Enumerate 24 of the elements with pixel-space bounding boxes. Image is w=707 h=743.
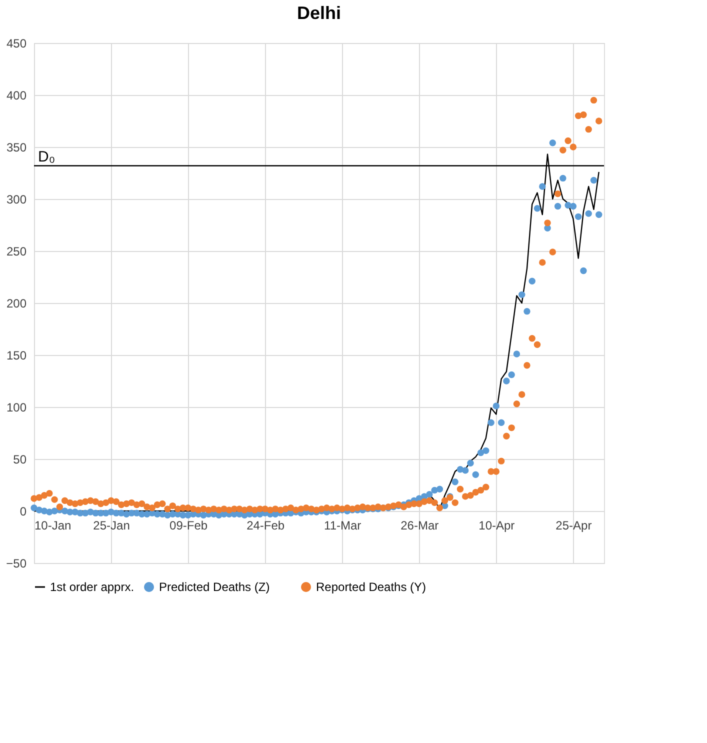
y-tick-label: 250 — [6, 244, 27, 258]
x-tick-label: 25-Apr — [556, 518, 592, 532]
x-tick-label: 10-Jan — [34, 518, 72, 532]
x-tick-label: 26-Mar — [400, 518, 439, 532]
y-tick-label: 200 — [6, 296, 27, 310]
x-tick-label: 25-Jan — [93, 518, 130, 532]
y-tick-label: 100 — [6, 400, 27, 414]
legend-label: Predicted Deaths (Z) — [159, 580, 270, 594]
x-tick-label: 11-Mar — [324, 518, 362, 532]
y-tick-label: −50 — [6, 556, 27, 570]
x-tick-label: 24-Feb — [246, 518, 285, 532]
y-tick-label: 150 — [6, 348, 27, 362]
legend-label: 1st order apprx. — [50, 580, 134, 594]
y-tick-label: 50 — [13, 452, 27, 466]
x-tick-label: 10-Apr — [478, 518, 515, 532]
x-tick-label: 09-Feb — [170, 518, 208, 532]
ref-line-label: D₀ — [38, 148, 56, 166]
y-tick-label: 400 — [6, 88, 27, 102]
legend-label: Reported Deaths (Y) — [316, 580, 426, 594]
y-tick-label: 300 — [6, 192, 27, 206]
chart-title: Delhi — [296, 3, 342, 23]
y-tick-label: 0 — [20, 504, 27, 518]
y-tick-label: 450 — [6, 36, 27, 50]
y-tick-label: 350 — [6, 140, 27, 154]
